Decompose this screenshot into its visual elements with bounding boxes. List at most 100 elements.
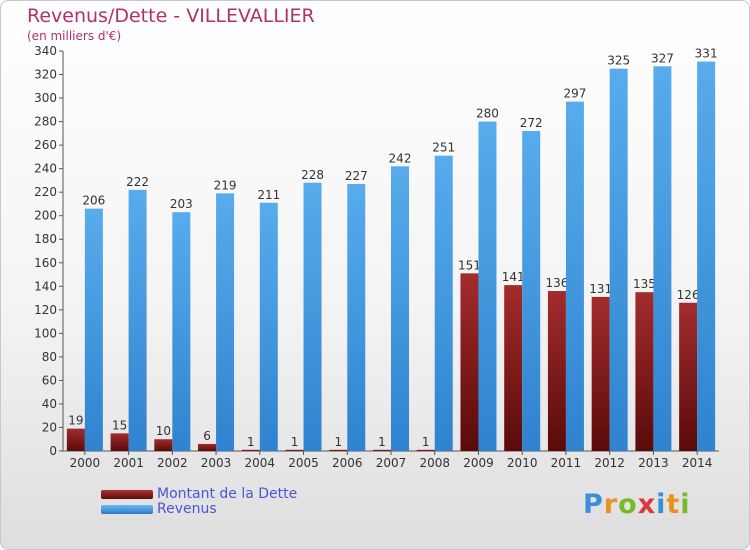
chart-subtitle: (en milliers d'€) (27, 29, 122, 43)
data-label-revenus: 327 (651, 51, 674, 65)
bar-dette (635, 292, 654, 451)
x-tick-label: 2003 (201, 456, 232, 470)
bar-revenus (565, 101, 584, 452)
legend-swatch-dette (101, 490, 153, 499)
data-label-revenus: 325 (607, 54, 630, 68)
y-tick-label: 340 (34, 44, 57, 58)
bar-revenus (522, 131, 541, 451)
bar-dette (504, 285, 523, 451)
data-label-dette: 19 (68, 414, 83, 428)
x-tick-label: 2014 (682, 456, 713, 470)
data-label-revenus: 331 (695, 47, 718, 61)
data-label-dette: 135 (633, 277, 656, 291)
data-label-revenus: 297 (563, 87, 586, 101)
y-tick-label: 180 (34, 232, 57, 246)
y-tick-label: 140 (34, 279, 57, 293)
y-tick-label: 260 (34, 138, 57, 152)
data-label-revenus: 227 (345, 169, 368, 183)
bar-revenus (391, 166, 409, 451)
bar-dette (591, 296, 610, 451)
bar-revenus (609, 68, 628, 451)
data-label-dette: 1 (291, 435, 299, 449)
x-tick-label: 2012 (594, 456, 625, 470)
data-label-revenus: 242 (389, 151, 412, 165)
data-label-dette: 10 (156, 424, 171, 438)
y-tick-label: 160 (34, 256, 57, 270)
x-tick-label: 2008 (419, 456, 450, 470)
bar-dette (285, 449, 304, 451)
bar-revenus (172, 212, 191, 451)
bar-dette (416, 449, 435, 451)
y-tick-label: 60 (42, 373, 57, 387)
bar-revenus (347, 183, 366, 452)
data-label-dette: 151 (458, 258, 481, 272)
logo-letter: P (583, 489, 604, 520)
proxiti-logo: Proxiti (583, 489, 691, 520)
bar-dette (460, 273, 479, 451)
y-tick-label: 100 (34, 326, 57, 340)
x-tick-label: 2006 (332, 456, 363, 470)
logo-letter: i (680, 489, 691, 520)
y-tick-label: 0 (49, 444, 57, 458)
data-label-revenus: 211 (257, 188, 280, 202)
data-label-dette: 1 (378, 435, 386, 449)
bar-revenus (216, 193, 235, 451)
bar-dette (329, 449, 348, 451)
bar-dette (66, 428, 85, 451)
data-label-revenus: 222 (126, 175, 149, 189)
legend-label-revenus: Revenus (157, 501, 217, 517)
bar-revenus (697, 61, 716, 452)
x-tick-label: 2005 (288, 456, 319, 470)
legend-label-dette: Montant de la Dette (157, 486, 298, 502)
data-label-dette: 136 (545, 276, 568, 290)
y-tick-label: 240 (34, 162, 57, 176)
x-tick-label: 2001 (113, 456, 144, 470)
data-label-dette: 15 (112, 418, 127, 432)
bar-dette (241, 449, 260, 451)
data-label-dette: 131 (589, 282, 612, 296)
y-tick-label: 120 (34, 303, 57, 317)
data-label-dette: 1 (334, 435, 342, 449)
logo-letter: i (656, 489, 667, 520)
bar-revenus (478, 121, 497, 452)
x-tick-label: 2009 (463, 456, 494, 470)
bar-revenus (259, 202, 278, 451)
bar-dette (198, 443, 217, 451)
bar-revenus (84, 208, 103, 451)
logo-letter: t (666, 489, 681, 520)
x-tick-label: 2002 (157, 456, 188, 470)
y-tick-label: 280 (34, 115, 57, 129)
bar-dette (547, 291, 566, 451)
bar-revenus (128, 189, 147, 451)
bar-dette (154, 439, 173, 451)
logo-letter: o (618, 489, 638, 520)
x-tick-label: 2010 (507, 456, 538, 470)
data-label-dette: 6 (203, 429, 211, 443)
bar-dette (679, 302, 698, 451)
data-label-revenus: 251 (432, 141, 455, 155)
data-label-dette: 126 (677, 288, 700, 302)
x-tick-label: 2000 (70, 456, 101, 470)
x-tick-label: 2011 (551, 456, 582, 470)
x-tick-label: 2004 (245, 456, 276, 470)
logo-letter: r (603, 489, 619, 520)
bar-dette (373, 449, 391, 451)
legend-swatch-revenus (101, 505, 153, 514)
bar-revenus (303, 182, 322, 451)
data-label-revenus: 219 (214, 178, 237, 192)
data-label-revenus: 280 (476, 107, 499, 121)
y-tick-label: 20 (42, 420, 57, 434)
y-tick-label: 220 (34, 185, 57, 199)
data-label-revenus: 203 (170, 197, 193, 211)
data-label-dette: 1 (247, 435, 255, 449)
chart-title: Revenus/Dette - VILLEVALLIER (27, 5, 315, 27)
data-label-dette: 1 (422, 435, 430, 449)
logo-letter: x (637, 489, 657, 520)
bar-revenus (653, 66, 672, 451)
bar-revenus (434, 155, 453, 452)
bar-dette (110, 433, 129, 451)
data-label-revenus: 228 (301, 168, 324, 182)
y-tick-label: 80 (42, 350, 57, 364)
y-tick-label: 300 (34, 91, 57, 105)
